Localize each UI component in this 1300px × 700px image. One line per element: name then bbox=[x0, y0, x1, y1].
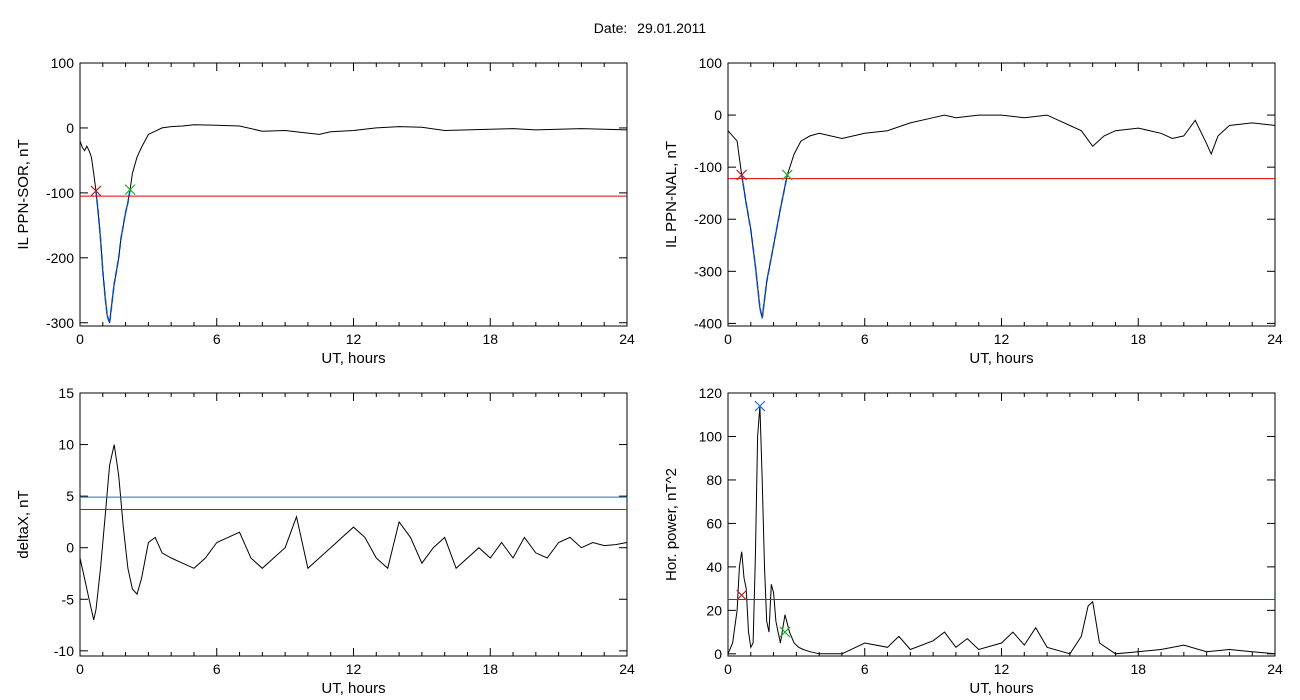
marker-red bbox=[90, 185, 102, 197]
y-tick-label: 60 bbox=[706, 515, 722, 531]
y-axis-label: IL PPN-NAL, nT bbox=[663, 141, 680, 248]
marker-stroke bbox=[781, 169, 793, 181]
chart-panel-4: 0 6 12 18 24 0 20 40 60 80 100 120 UT, hours Hor. pow… bbox=[663, 385, 1283, 697]
y-tick-label: -200 bbox=[694, 211, 722, 227]
series-line-1 bbox=[80, 444, 627, 621]
plot-frame bbox=[727, 62, 1276, 327]
x-tick-label: 18 bbox=[1130, 661, 1146, 677]
y-tick-label: 0 bbox=[714, 646, 722, 662]
x-axis-label: UT, hours bbox=[321, 680, 385, 697]
y-tick-label: 20 bbox=[706, 602, 722, 618]
marker-green bbox=[124, 184, 136, 196]
y-tick-label: -400 bbox=[694, 315, 722, 331]
y-tick-label: 40 bbox=[706, 559, 722, 575]
chart-panel-1: 0 6 12 18 24 -300 -200 -100 0 100 UT, hours IL PPN-… bbox=[15, 55, 635, 367]
y-tick-label: -100 bbox=[46, 185, 74, 201]
x-tick-label: 24 bbox=[619, 661, 635, 677]
event-highlight-line bbox=[740, 174, 789, 319]
y-tick-label: -100 bbox=[694, 159, 722, 175]
y-tick-label: -5 bbox=[62, 591, 75, 607]
marker-stroke bbox=[736, 589, 748, 601]
x-tick-label: 0 bbox=[76, 331, 84, 347]
x-tick-label: 24 bbox=[1267, 661, 1283, 677]
series-line-1 bbox=[728, 114, 1275, 319]
y-tick-label: 120 bbox=[699, 385, 723, 401]
marker-green bbox=[779, 626, 791, 638]
y-tick-label: -200 bbox=[46, 250, 74, 266]
x-tick-label: 0 bbox=[724, 661, 732, 677]
y-axis-label: deltaX, nT bbox=[15, 490, 32, 558]
x-axis-label: UT, hours bbox=[321, 350, 385, 367]
y-tick-label: -300 bbox=[46, 315, 74, 331]
marker-red bbox=[736, 169, 748, 181]
x-tick-label: 18 bbox=[482, 331, 498, 347]
x-axis-label: UT, hours bbox=[969, 350, 1033, 367]
y-tick-label: 10 bbox=[58, 437, 74, 453]
date-value: 29.01.2011 bbox=[637, 20, 707, 36]
x-tick-label: 18 bbox=[482, 661, 498, 677]
marker-red bbox=[736, 589, 748, 601]
x-tick-label: 12 bbox=[994, 661, 1010, 677]
y-tick-label: -300 bbox=[694, 263, 722, 279]
y-tick-label: 15 bbox=[58, 385, 74, 401]
plot-frame bbox=[79, 62, 628, 327]
series-line-1 bbox=[728, 405, 1275, 655]
x-tick-label: 12 bbox=[346, 661, 362, 677]
y-tick-label: 5 bbox=[66, 488, 74, 504]
x-tick-label: 24 bbox=[619, 331, 635, 347]
y-tick-label: 0 bbox=[66, 120, 74, 136]
x-tick-label: 18 bbox=[1130, 331, 1146, 347]
date-title: Date: 29.01.2011 bbox=[0, 20, 1300, 36]
x-axis-label: UT, hours bbox=[969, 680, 1033, 697]
x-tick-label: 6 bbox=[861, 661, 869, 677]
x-tick-label: 6 bbox=[213, 331, 221, 347]
marker-stroke bbox=[736, 169, 748, 181]
series-line-1 bbox=[80, 124, 627, 323]
x-tick-label: 24 bbox=[1267, 331, 1283, 347]
y-tick-label: 0 bbox=[714, 107, 722, 123]
y-tick-label: 100 bbox=[699, 55, 723, 71]
x-tick-label: 0 bbox=[724, 331, 732, 347]
y-tick-label: -10 bbox=[54, 643, 74, 659]
x-tick-label: 0 bbox=[76, 661, 84, 677]
marker-stroke bbox=[90, 185, 102, 197]
x-tick-label: 6 bbox=[213, 661, 221, 677]
x-tick-label: 12 bbox=[994, 331, 1010, 347]
plot-frame bbox=[727, 392, 1276, 657]
marker-stroke bbox=[779, 626, 791, 638]
plot-frame bbox=[79, 392, 628, 657]
marker-stroke bbox=[124, 184, 136, 196]
marker-stroke bbox=[754, 400, 766, 412]
y-tick-label: 100 bbox=[699, 428, 723, 444]
y-tick-label: 100 bbox=[51, 55, 75, 71]
y-axis-label: IL PPN-SOR, nT bbox=[15, 139, 32, 249]
x-tick-label: 12 bbox=[346, 331, 362, 347]
event-highlight-line bbox=[95, 189, 131, 324]
date-label: Date: bbox=[593, 20, 628, 36]
marker-green bbox=[781, 169, 793, 181]
y-tick-label: 0 bbox=[66, 540, 74, 556]
chart-panel-3: 0 6 12 18 24 -10 -5 0 5 10 15 UT, hours deltaX, nT bbox=[15, 385, 635, 697]
y-axis-label: Hor. power, nT^2 bbox=[663, 468, 680, 581]
x-tick-label: 6 bbox=[861, 331, 869, 347]
y-tick-label: 80 bbox=[706, 472, 722, 488]
marker-blue bbox=[754, 400, 766, 412]
chart-panel-2: 0 6 12 18 24 -400 -300 -200 -100 0 100 UT, hours IL … bbox=[663, 55, 1283, 367]
